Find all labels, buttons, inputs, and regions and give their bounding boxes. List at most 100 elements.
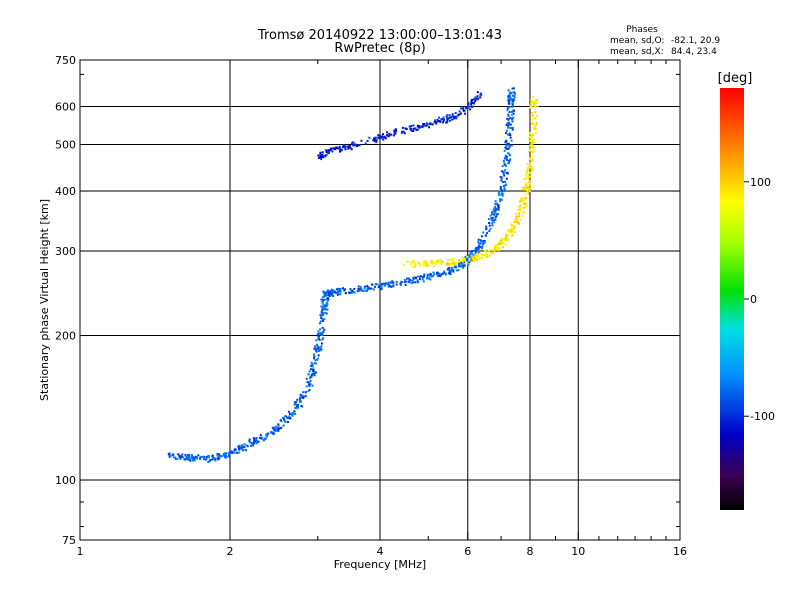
data-point	[402, 263, 405, 266]
data-point	[530, 140, 533, 143]
data-point	[509, 96, 512, 99]
data-point	[490, 217, 493, 220]
data-point	[504, 164, 507, 167]
data-point	[310, 375, 313, 378]
data-point	[408, 125, 411, 128]
data-point	[411, 279, 414, 282]
data-point	[224, 455, 227, 458]
data-point	[200, 455, 203, 458]
data-point	[462, 267, 465, 270]
data-point	[383, 135, 386, 138]
data-point	[535, 115, 538, 117]
data-point	[439, 259, 442, 262]
data-point	[458, 110, 461, 113]
data-point	[412, 124, 415, 127]
data-point	[498, 249, 501, 251]
data-point	[353, 291, 356, 294]
data-point	[304, 390, 307, 393]
data-point	[352, 141, 355, 144]
data-point	[462, 109, 465, 112]
data-point	[483, 254, 486, 257]
data-point	[224, 454, 227, 457]
data-point	[473, 258, 476, 261]
data-point	[529, 106, 532, 109]
data-point	[527, 167, 530, 170]
data-point	[468, 259, 471, 262]
data-point	[366, 139, 369, 142]
data-point	[325, 304, 328, 307]
data-point	[513, 94, 516, 97]
data-point	[513, 226, 516, 228]
data-point	[417, 128, 419, 131]
data-point	[311, 384, 314, 387]
data-point	[251, 444, 254, 447]
data-point	[511, 229, 514, 232]
data-point	[429, 278, 432, 281]
data-point	[291, 414, 293, 417]
data-point	[178, 455, 181, 458]
data-point	[167, 453, 170, 456]
data-point	[432, 272, 435, 275]
data-point	[479, 246, 482, 248]
data-point	[467, 102, 470, 105]
data-point	[534, 124, 537, 127]
data-point	[528, 140, 531, 143]
data-point	[172, 453, 175, 456]
data-point	[513, 96, 516, 99]
data-point	[471, 99, 474, 101]
data-point	[325, 305, 328, 308]
data-point	[440, 274, 442, 277]
data-point	[384, 284, 387, 287]
data-point	[423, 275, 426, 278]
data-point	[342, 146, 344, 149]
data-point	[433, 273, 436, 276]
data-point	[319, 347, 322, 350]
data-point	[529, 175, 532, 178]
data-point	[390, 133, 393, 136]
data-point	[186, 455, 189, 458]
data-point	[500, 193, 502, 196]
data-point	[439, 120, 442, 123]
data-point	[509, 154, 512, 157]
data-point	[496, 213, 499, 216]
data-point	[526, 186, 529, 189]
data-point	[506, 107, 509, 110]
data-point	[470, 255, 473, 257]
data-point	[480, 235, 483, 238]
data-point	[219, 454, 222, 457]
data-point	[216, 453, 219, 455]
data-point	[322, 313, 324, 316]
data-point	[515, 215, 518, 218]
data-point	[419, 264, 422, 267]
data-point	[415, 129, 418, 132]
data-point	[512, 126, 515, 129]
data-point	[511, 99, 514, 102]
data-point	[176, 457, 179, 460]
data-point	[280, 426, 283, 429]
data-point	[349, 144, 351, 147]
x-tick-label: 4	[377, 545, 384, 558]
data-point	[453, 116, 456, 119]
data-point	[449, 258, 452, 261]
data-point	[381, 135, 383, 138]
data-point	[491, 224, 494, 227]
data-point	[449, 119, 451, 122]
data-point	[273, 429, 276, 432]
data-point	[312, 372, 315, 375]
data-point	[333, 290, 336, 293]
data-point	[455, 266, 458, 269]
data-point	[434, 119, 436, 122]
data-point	[529, 184, 531, 187]
data-point	[462, 107, 465, 110]
data-point	[463, 109, 466, 112]
data-point	[363, 289, 366, 292]
data-point	[287, 421, 289, 423]
data-point	[321, 326, 324, 329]
data-point	[322, 330, 325, 333]
data-point	[514, 231, 517, 234]
data-point	[421, 263, 424, 266]
data-point	[412, 278, 415, 281]
data-point	[508, 92, 511, 95]
data-point	[363, 287, 366, 290]
data-point	[320, 298, 323, 301]
